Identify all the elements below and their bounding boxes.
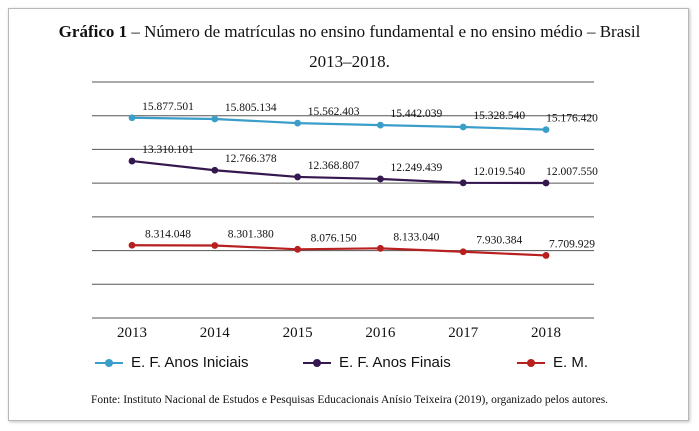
data-label: 12.019.540 [473, 166, 525, 178]
data-point [377, 244, 384, 252]
series-line [131, 116, 547, 131]
legend-item-em: E. M. [517, 354, 588, 371]
x-tick-label: 2016 [365, 325, 396, 341]
data-point [459, 248, 467, 256]
legend-label-em: E. M. [553, 354, 589, 371]
x-tick-label: 2018 [531, 325, 561, 341]
chart-title-label: Gráfico 1 [58, 22, 128, 41]
data-point [128, 241, 136, 249]
legend-swatch-anos-iniciais [95, 357, 123, 369]
data-point [211, 242, 219, 249]
data-label: 12.368.807 [308, 160, 360, 172]
chart-legend: E. F. Anos Iniciais E. F. Anos Finais E.… [0, 354, 699, 378]
legend-swatch-em [517, 357, 545, 369]
legend-item-anos-iniciais: E. F. Anos Iniciais [95, 354, 249, 371]
series-line [131, 159, 547, 185]
series-line [131, 244, 547, 257]
data-point [459, 179, 467, 187]
data-label: 7.709.929 [549, 238, 595, 250]
data-point [294, 119, 301, 127]
data-point [542, 126, 550, 133]
data-label: 15.562.403 [308, 106, 360, 118]
data-label: 8.133.040 [393, 231, 439, 243]
data-label: 12.007.550 [546, 166, 598, 178]
chart-title: Gráfico 1 – Número de matrículas no ensi… [0, 22, 699, 42]
data-label: 15.442.039 [391, 108, 443, 120]
data-label: 7.930.384 [476, 235, 522, 247]
data-label: 8.301.380 [228, 228, 274, 240]
data-label: 15.805.134 [225, 102, 277, 114]
source-note: Fonte: Instituto Nacional de Estudos e P… [90, 394, 609, 406]
legend-item-anos-finais: E. F. Anos Finais [303, 354, 451, 371]
data-point [459, 123, 467, 131]
data-point [294, 173, 301, 181]
data-point [211, 166, 219, 174]
data-label: 12.766.378 [225, 153, 277, 165]
chart-title-text: – Número de matrículas no ensino fundame… [127, 22, 641, 41]
legend-label-anos-finais: E. F. Anos Finais [339, 354, 451, 371]
legend-label-anos-iniciais: E. F. Anos Iniciais [131, 354, 249, 371]
x-tick-label: 2015 [283, 325, 313, 341]
chart-title-line2: 2013–2018. [309, 52, 390, 71]
data-label: 15.328.540 [473, 110, 525, 122]
data-point [128, 157, 136, 165]
data-point [542, 179, 550, 187]
x-tick-label: 2017 [448, 325, 479, 341]
legend-swatch-anos-finais [303, 357, 331, 369]
data-label: 15.877.501 [142, 101, 194, 113]
data-point [211, 115, 219, 123]
data-label: 8.314.048 [145, 228, 191, 240]
data-point [377, 121, 384, 129]
data-label: 12.249.439 [391, 162, 443, 174]
data-point [128, 114, 136, 122]
data-label: 15.176.420 [546, 113, 598, 125]
data-label: 13.310.101 [142, 144, 194, 156]
data-point [542, 252, 550, 259]
data-point [294, 245, 301, 253]
data-point [377, 175, 384, 183]
chart-frame [8, 8, 689, 421]
data-label: 8.076.150 [311, 232, 357, 244]
x-tick-label: 2014 [200, 325, 231, 341]
x-tick-label: 2013 [117, 325, 147, 341]
